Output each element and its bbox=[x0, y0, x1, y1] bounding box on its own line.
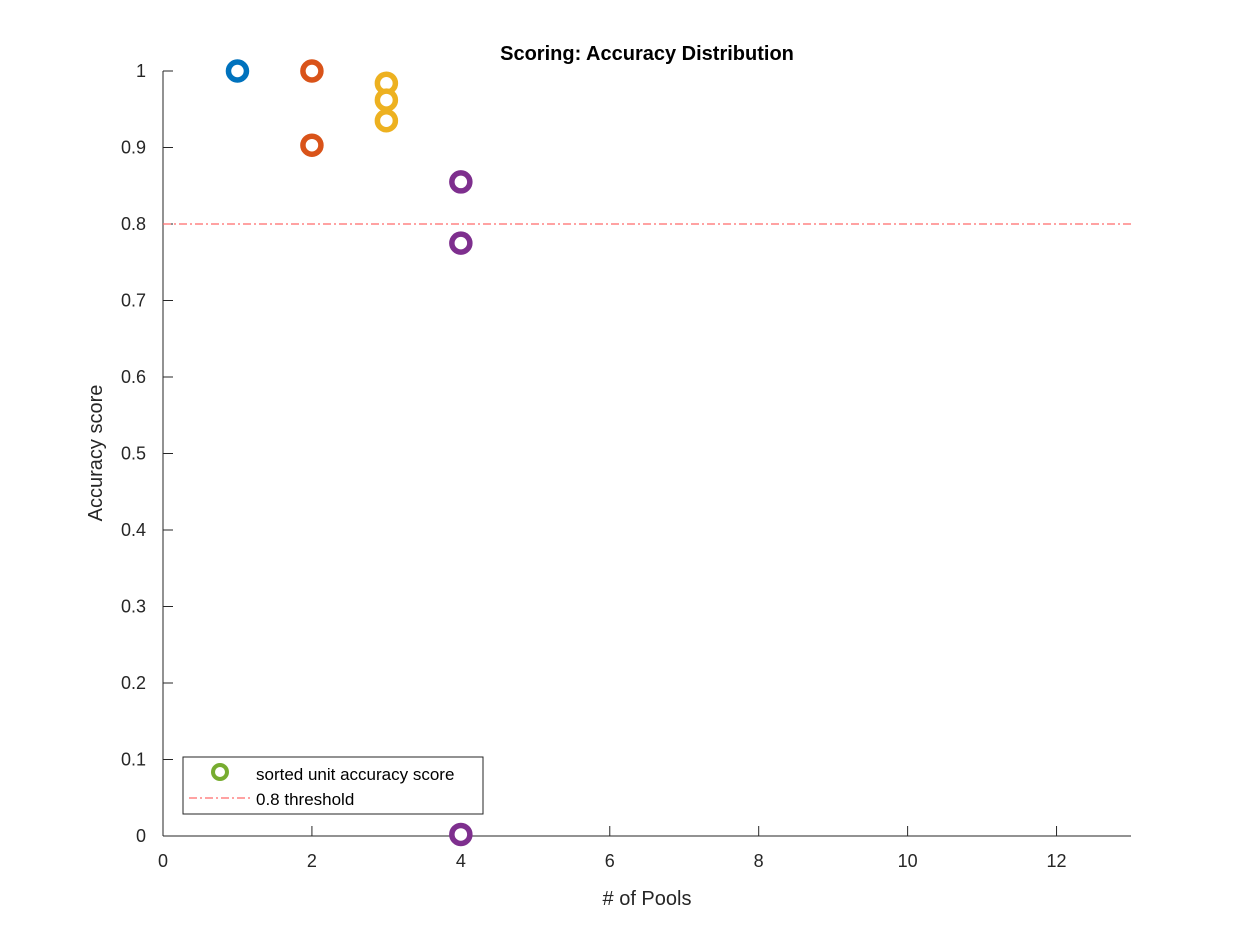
data-point bbox=[449, 170, 473, 194]
y-tick-label: 0.8 bbox=[121, 214, 146, 234]
y-tick-label: 0 bbox=[136, 826, 146, 846]
axes: 0 2 4 6 8 10 12 0 0.1 0.2 0.3 0.4 0.5 0.6 0.7 0.8 0.9 1 bbox=[121, 61, 1131, 871]
y-tick-label: 0.2 bbox=[121, 673, 146, 693]
legend-label-points: sorted unit accuracy score bbox=[256, 765, 454, 784]
x-axis-label: # of Pools bbox=[603, 888, 692, 910]
y-tick-label: 0.6 bbox=[121, 367, 146, 387]
data-point bbox=[374, 108, 399, 133]
y-tick-label: 0.5 bbox=[121, 444, 146, 464]
data-point bbox=[300, 133, 324, 157]
x-tick-label: 8 bbox=[754, 851, 764, 871]
data-points bbox=[225, 59, 473, 847]
chart-title: Scoring: Accuracy Distribution bbox=[500, 43, 794, 65]
x-tick-label: 2 bbox=[307, 851, 317, 871]
x-tick-label: 6 bbox=[605, 851, 615, 871]
y-tick-label: 0.9 bbox=[121, 138, 146, 158]
data-point bbox=[374, 88, 399, 112]
x-tick-label: 4 bbox=[456, 851, 466, 871]
x-tick-label: 12 bbox=[1047, 851, 1067, 871]
y-axis-label: Accuracy score bbox=[85, 385, 107, 522]
x-tick-label: 0 bbox=[158, 851, 168, 871]
data-point bbox=[449, 231, 473, 255]
data-point bbox=[225, 59, 250, 83]
data-point bbox=[300, 59, 324, 83]
legend-box bbox=[182, 756, 484, 815]
data-point bbox=[449, 822, 473, 847]
x-tick-label: 10 bbox=[898, 851, 918, 871]
y-tick-label: 0.7 bbox=[121, 291, 146, 311]
legend-marker-icon bbox=[211, 763, 229, 781]
legend: sorted unit accuracy score 0.8 threshold bbox=[182, 756, 484, 815]
y-tick-label: 1 bbox=[136, 61, 146, 81]
y-tick-label: 0.4 bbox=[121, 520, 146, 540]
y-tick-label: 0.3 bbox=[121, 597, 146, 617]
legend-label-threshold: 0.8 threshold bbox=[256, 790, 354, 809]
y-tick-label: 0.1 bbox=[121, 750, 146, 770]
